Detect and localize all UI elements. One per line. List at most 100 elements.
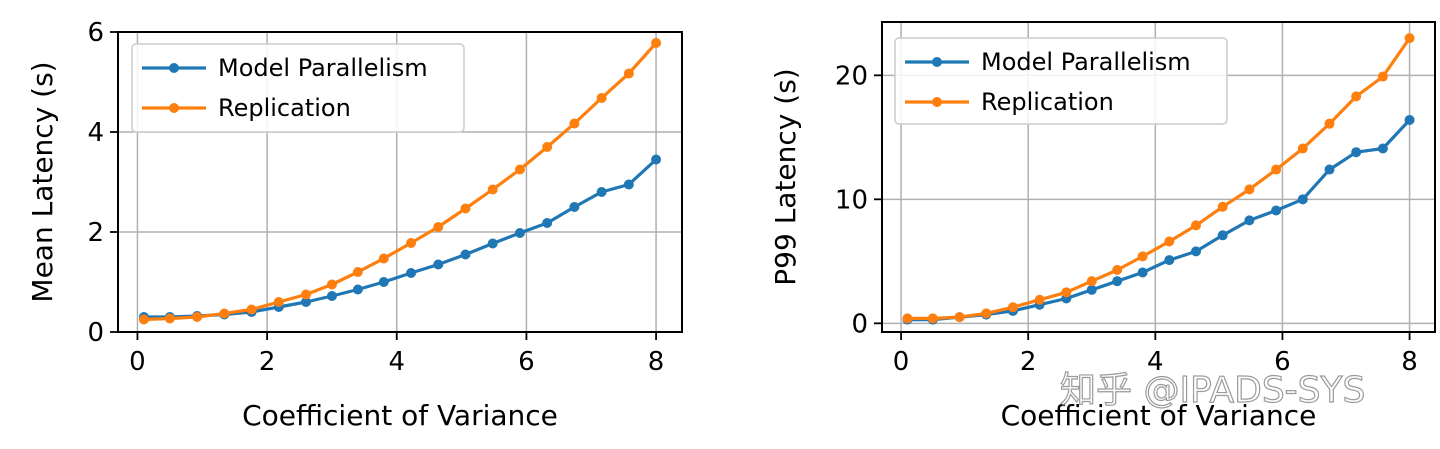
- legend-marker: [169, 103, 179, 113]
- y-tick-label: 20: [835, 61, 868, 91]
- data-point-replication: [487, 184, 498, 195]
- data-point-replication: [651, 38, 662, 48]
- legend-marker: [932, 57, 942, 67]
- data-point-replication: [1164, 236, 1175, 247]
- p99-latency-chart: 0 2 4 6 8 0 10 20 Model Parallelism Replication Co…: [769, 21, 1436, 432]
- data-point-model-parallelism: [1271, 205, 1282, 216]
- data-point-model-parallelism: [406, 268, 417, 278]
- data-point-model-parallelism: [326, 291, 337, 301]
- legend-marker: [932, 97, 942, 107]
- y-tick-label: 10: [835, 185, 868, 215]
- data-point-model-parallelism: [514, 228, 525, 238]
- data-point-model-parallelism: [623, 179, 634, 190]
- series-line-model-parallelism: [143, 158, 658, 319]
- data-point-replication: [301, 289, 311, 300]
- y-axis-label: P99 Latency (s): [769, 68, 802, 285]
- legend-box: [894, 37, 1228, 125]
- data-point-model-parallelism: [460, 249, 471, 260]
- data-point-replication: [433, 222, 444, 232]
- data-point-replication: [954, 312, 965, 323]
- y-tick-label: 0: [87, 318, 104, 348]
- data-point-model-parallelism: [651, 154, 662, 165]
- data-point-model-parallelism: [1217, 230, 1228, 241]
- x-tick-label: 2: [259, 347, 276, 377]
- data-point-model-parallelism: [301, 297, 311, 307]
- x-tick-label: 4: [388, 347, 405, 377]
- plot-frame: [881, 21, 1436, 333]
- legend-label: Replication: [981, 88, 1114, 116]
- data-point-model-parallelism: [1244, 215, 1255, 226]
- data-point-model-parallelism: [1137, 267, 1148, 278]
- data-point-replication: [406, 238, 417, 248]
- data-point-replication: [596, 93, 607, 103]
- data-point-replication: [569, 118, 580, 129]
- data-point-replication: [902, 313, 913, 324]
- data-point-replication: [514, 164, 525, 175]
- data-point-replication: [273, 297, 284, 307]
- x-tick-label: 6: [1274, 347, 1291, 377]
- data-point-replication: [1244, 184, 1255, 195]
- data-point-model-parallelism: [433, 259, 444, 270]
- x-tick-label: 0: [893, 347, 910, 377]
- data-point-model-parallelism: [1164, 255, 1175, 266]
- data-point-replication: [1061, 287, 1072, 298]
- y-tick-label: 4: [87, 118, 104, 148]
- y-tick-label: 2: [87, 218, 104, 248]
- data-point-replication: [1377, 71, 1388, 82]
- legend-label: Replication: [218, 94, 351, 122]
- x-tick-label: 0: [129, 347, 146, 377]
- data-point-replication: [1191, 220, 1202, 231]
- y-tick-label: 0: [851, 309, 868, 339]
- data-point-replication: [927, 313, 938, 324]
- data-point-replication: [1137, 251, 1148, 262]
- data-point-replication: [138, 314, 149, 325]
- data-point-model-parallelism: [1377, 143, 1388, 154]
- x-tick-label: 8: [648, 347, 665, 377]
- data-point-replication: [1217, 201, 1228, 212]
- data-point-replication: [192, 312, 203, 322]
- data-point-model-parallelism: [378, 277, 389, 287]
- data-point-model-parallelism: [1404, 114, 1415, 125]
- data-point-replication: [246, 304, 257, 315]
- plot-frame: [117, 31, 683, 333]
- mean-latency-chart: 0 2 4 6 8 0 2 4 6 Model Parallelism Replication Coe…: [26, 18, 683, 432]
- data-point-model-parallelism: [542, 218, 553, 228]
- x-axis-label: Coefficient of Variance: [242, 399, 558, 432]
- data-point-replication: [219, 308, 230, 319]
- legend-box: [131, 43, 465, 133]
- data-point-model-parallelism: [1112, 276, 1123, 287]
- legend-marker: [169, 63, 179, 73]
- data-point-replication: [1297, 143, 1308, 154]
- data-point-replication: [1086, 276, 1097, 287]
- data-point-model-parallelism: [1324, 164, 1335, 175]
- data-point-replication: [542, 142, 553, 152]
- data-point-replication: [460, 203, 471, 214]
- legend-label: Model Parallelism: [981, 48, 1191, 76]
- data-point-replication: [164, 313, 175, 324]
- data-point-model-parallelism: [1297, 194, 1308, 205]
- legend-label: Model Parallelism: [218, 54, 428, 82]
- data-point-replication: [1007, 302, 1018, 313]
- data-point-model-parallelism: [1191, 246, 1202, 257]
- series-line-model-parallelism: [907, 118, 1411, 322]
- x-tick-label: 8: [1401, 347, 1418, 377]
- data-point-model-parallelism: [596, 187, 607, 197]
- data-point-model-parallelism: [569, 202, 580, 212]
- data-point-replication: [623, 68, 634, 79]
- x-tick-label: 4: [1147, 347, 1164, 377]
- data-point-model-parallelism: [352, 284, 363, 295]
- data-point-replication: [1112, 265, 1123, 275]
- watermark: 知乎 @IPADS-SYS: [1060, 370, 1365, 411]
- y-axis-label: Mean Latency (s): [26, 61, 59, 302]
- data-point-replication: [1404, 33, 1415, 44]
- data-point-replication: [352, 267, 363, 277]
- data-point-model-parallelism: [1351, 147, 1362, 158]
- data-point-replication: [1034, 294, 1045, 305]
- data-point-model-parallelism: [1086, 284, 1097, 295]
- data-point-replication: [378, 253, 389, 264]
- data-point-replication: [326, 279, 337, 290]
- data-point-replication: [1324, 118, 1335, 129]
- y-tick-label: 6: [87, 18, 104, 48]
- data-point-replication: [1271, 164, 1282, 175]
